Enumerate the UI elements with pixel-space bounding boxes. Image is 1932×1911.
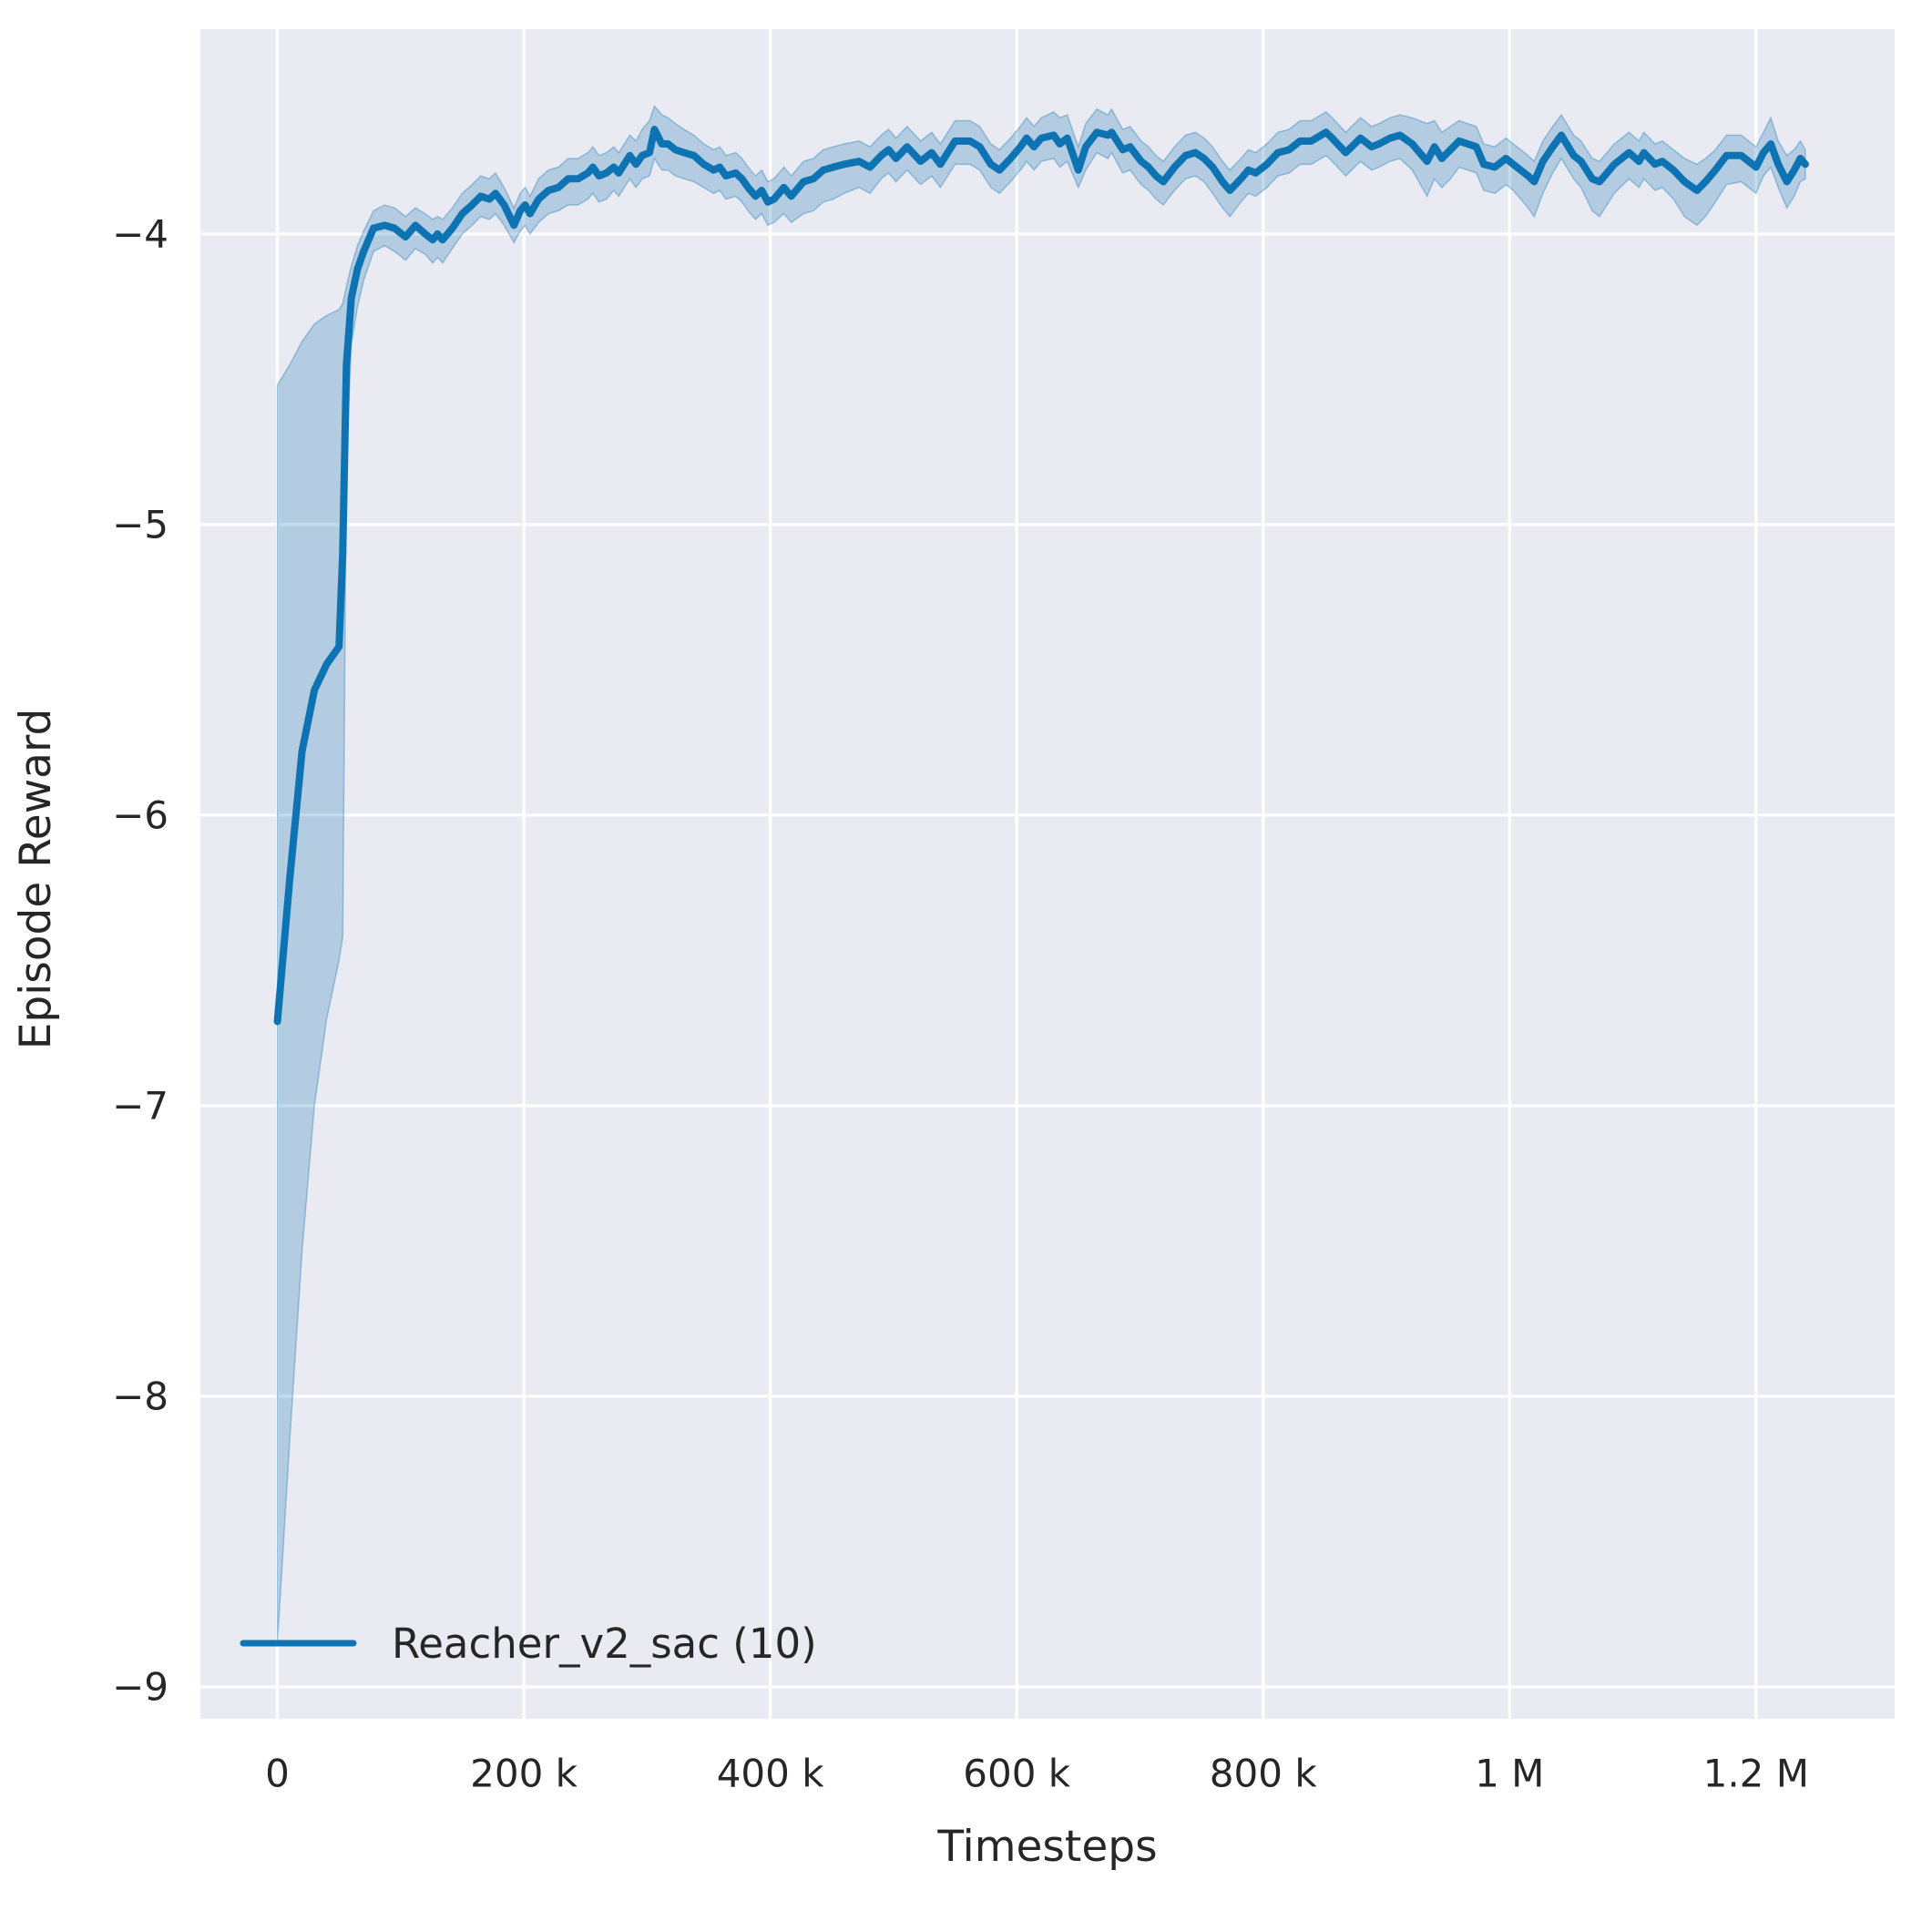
x-tick-label-1 M: 1 M	[1475, 1752, 1544, 1796]
x-axis-label: Timesteps	[936, 1822, 1157, 1872]
y-tick-label--8: −8	[112, 1374, 169, 1419]
y-axis-label: Episode Reward	[11, 709, 61, 1050]
y-tick-label--5: −5	[112, 503, 169, 547]
y-tick-label--4: −4	[112, 212, 169, 257]
y-tick-label--6: −6	[112, 793, 169, 838]
y-tick-label--7: −7	[112, 1084, 169, 1129]
plot-background	[200, 29, 1895, 1719]
y-tick-label--9: −9	[112, 1665, 169, 1710]
x-tick-label-600 k: 600 k	[963, 1752, 1071, 1796]
series-line	[273, 126, 1809, 1026]
x-tick-label-1.2 M: 1.2 M	[1703, 1752, 1809, 1796]
confidence-band	[276, 105, 1806, 1644]
legend-label: Reacher_v2_sac (10)	[392, 1620, 817, 1668]
x-tick-label-800 k: 800 k	[1210, 1752, 1318, 1796]
x-tick-label-200 k: 200 k	[470, 1752, 578, 1796]
x-tick-label-400 k: 400 k	[717, 1752, 825, 1796]
x-tick-label-0: 0	[265, 1752, 290, 1796]
